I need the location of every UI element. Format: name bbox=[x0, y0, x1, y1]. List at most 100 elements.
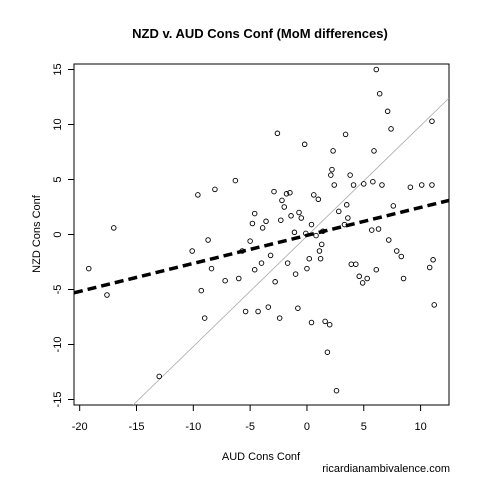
data-point bbox=[249, 220, 256, 227]
data-point bbox=[313, 232, 319, 239]
data-point bbox=[276, 315, 283, 321]
data-point bbox=[342, 131, 349, 138]
x-tick-label: 5 bbox=[361, 421, 367, 433]
data-point bbox=[258, 260, 265, 266]
data-point bbox=[398, 253, 405, 260]
data-point bbox=[208, 265, 215, 272]
credit-text: ricardianambivalence.com bbox=[322, 463, 450, 475]
data-point bbox=[201, 315, 208, 321]
data-point bbox=[373, 66, 380, 73]
data-point bbox=[288, 213, 294, 219]
data-point bbox=[322, 318, 328, 325]
data-point bbox=[318, 241, 325, 248]
data-point bbox=[431, 302, 437, 308]
data-point bbox=[189, 248, 195, 254]
data-point bbox=[317, 255, 324, 262]
data-point bbox=[104, 292, 110, 298]
data-point bbox=[236, 275, 242, 282]
data-point bbox=[271, 188, 277, 195]
data-point bbox=[379, 182, 385, 188]
data-point bbox=[370, 178, 376, 185]
data-point bbox=[361, 181, 367, 187]
data-point bbox=[347, 172, 353, 178]
y-tick-label: -15 bbox=[52, 392, 64, 408]
data-point bbox=[375, 226, 382, 232]
data-point bbox=[86, 265, 92, 272]
data-point bbox=[345, 215, 351, 221]
data-point bbox=[298, 215, 305, 221]
data-point bbox=[333, 387, 340, 394]
x-tick-label: 10 bbox=[414, 421, 426, 433]
data-point bbox=[353, 261, 359, 267]
data-point bbox=[291, 229, 298, 236]
data-point bbox=[308, 319, 315, 326]
data-point bbox=[303, 230, 309, 237]
y-tick-label: -10 bbox=[52, 337, 64, 353]
y-tick-label: 5 bbox=[52, 176, 64, 182]
data-point bbox=[304, 265, 310, 272]
x-tick-label: -5 bbox=[245, 421, 255, 433]
y-axis-label: NZD Cons Conf bbox=[31, 194, 43, 273]
data-point bbox=[242, 308, 249, 315]
data-point bbox=[212, 186, 218, 193]
data-point bbox=[429, 118, 435, 124]
plot-frame bbox=[73, 63, 450, 406]
data-point bbox=[343, 202, 350, 208]
data-point bbox=[251, 266, 258, 273]
x-tick-label: -20 bbox=[72, 421, 88, 433]
data-point bbox=[267, 252, 274, 259]
data-point bbox=[263, 218, 269, 225]
data-point bbox=[329, 166, 335, 173]
x-tick-label: -15 bbox=[129, 421, 145, 433]
data-point bbox=[356, 273, 362, 280]
data-point bbox=[364, 275, 370, 282]
x-tick-label: 0 bbox=[304, 421, 310, 433]
data-point bbox=[222, 277, 228, 284]
reference-line bbox=[132, 97, 449, 405]
data-point bbox=[274, 130, 281, 137]
data-point bbox=[292, 271, 299, 277]
y-tick-label: 10 bbox=[52, 118, 64, 130]
data-point bbox=[376, 90, 383, 97]
y-tick-label: 15 bbox=[52, 63, 64, 75]
x-axis-label: AUD Cons Conf bbox=[222, 451, 301, 463]
data-point bbox=[278, 217, 284, 223]
x-axis: -20 -15 -10 -5 0 5 10 bbox=[72, 405, 427, 433]
data-point bbox=[388, 126, 394, 132]
data-point bbox=[284, 260, 291, 266]
y-axis: -15 -10 -5 0 5 10 15 bbox=[52, 63, 74, 407]
trend-lines bbox=[74, 97, 449, 405]
data-point bbox=[326, 321, 333, 328]
data-point bbox=[265, 304, 272, 310]
data-point bbox=[336, 208, 342, 215]
data-point bbox=[311, 192, 317, 198]
data-point bbox=[198, 287, 205, 294]
data-point bbox=[430, 257, 436, 263]
scatter-points bbox=[86, 66, 437, 394]
data-point bbox=[247, 238, 253, 244]
data-point bbox=[205, 237, 211, 243]
data-point bbox=[328, 172, 334, 178]
data-point bbox=[295, 305, 301, 311]
data-point bbox=[111, 225, 117, 231]
data-point bbox=[341, 221, 348, 228]
data-point bbox=[418, 182, 425, 188]
data-point bbox=[296, 209, 302, 216]
data-point bbox=[272, 279, 278, 285]
data-point bbox=[393, 248, 400, 254]
data-point bbox=[195, 192, 201, 198]
data-point bbox=[306, 255, 312, 262]
y-tick-label: -5 bbox=[52, 285, 64, 295]
chart-title: NZD v. AUD Cons Conf (MoM differences) bbox=[132, 26, 388, 41]
data-point bbox=[386, 237, 392, 243]
data-point bbox=[407, 184, 414, 190]
data-point bbox=[232, 177, 239, 184]
data-point bbox=[301, 141, 308, 148]
data-point bbox=[390, 203, 397, 209]
data-point bbox=[315, 196, 322, 203]
data-point bbox=[308, 221, 315, 228]
data-point bbox=[331, 182, 337, 188]
x-tick-label: -10 bbox=[185, 421, 201, 433]
data-point bbox=[320, 228, 326, 234]
